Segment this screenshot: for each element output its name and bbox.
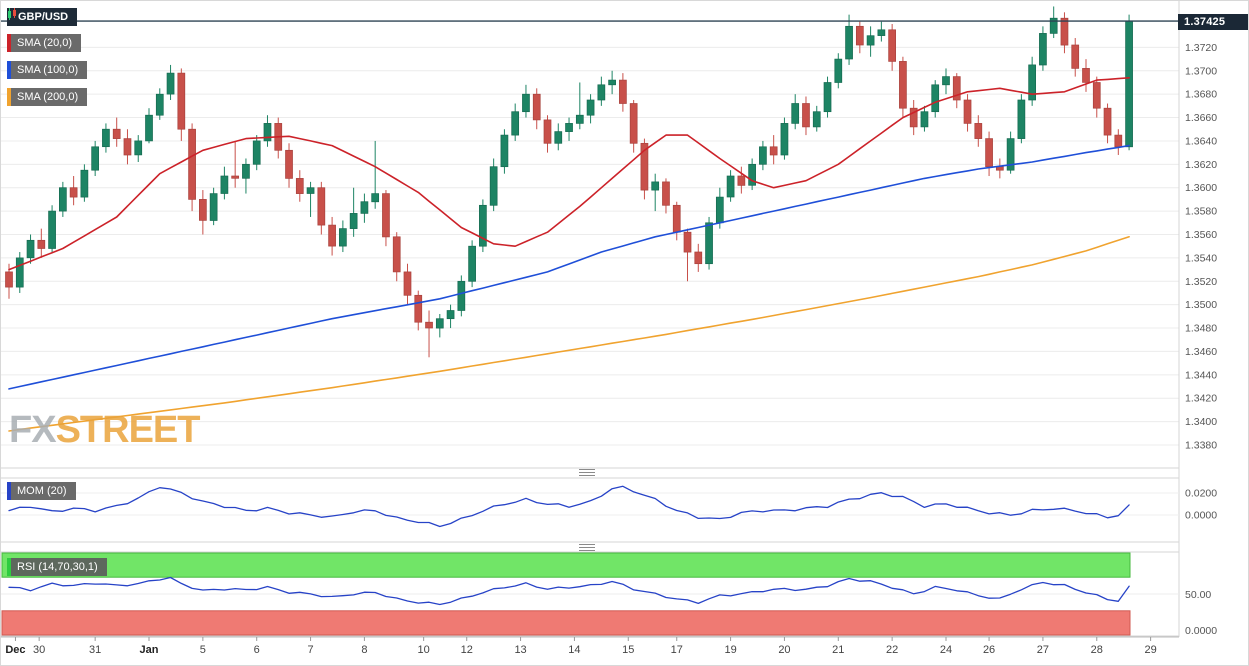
legend-sma100-label: SMA (100,0) xyxy=(17,64,79,76)
x-axis-label: 13 xyxy=(514,644,526,656)
price-axis-label: 1.3640 xyxy=(1185,135,1217,147)
price-axis-label: 1.3560 xyxy=(1185,229,1217,241)
current-price-badge: 1.37425 xyxy=(1178,14,1248,30)
price-axis-label: 1.3420 xyxy=(1185,393,1217,405)
x-axis-label: 28 xyxy=(1091,644,1103,656)
mom-axis-label: 0.0000 xyxy=(1185,510,1217,522)
x-axis-label: 27 xyxy=(1037,644,1049,656)
price-axis-label: 1.3540 xyxy=(1185,252,1217,264)
x-axis-label: 17 xyxy=(671,644,683,656)
x-axis-label: 31 xyxy=(89,644,101,656)
x-axis-label: 19 xyxy=(724,644,736,656)
symbol-label: GBP/USD xyxy=(18,11,69,23)
price-axis-label: 1.3700 xyxy=(1185,65,1217,77)
x-axis-label: 8 xyxy=(361,644,367,656)
sma-line-2 xyxy=(8,236,1130,432)
mom-axis-label: 0.0200 xyxy=(1185,488,1217,500)
price-axis-label: 1.3480 xyxy=(1185,323,1217,335)
price-axis-label: 1.3400 xyxy=(1185,416,1217,428)
price-axis-label: 1.3720 xyxy=(1185,42,1217,54)
price-axis-label: 1.3620 xyxy=(1185,159,1217,171)
x-axis-label: Dec xyxy=(5,644,25,656)
sma-line-1 xyxy=(8,144,1130,390)
x-axis-label: 14 xyxy=(568,644,580,656)
price-axis-label: 1.3580 xyxy=(1185,206,1217,218)
x-axis-label: 30 xyxy=(33,644,45,656)
rsi-axis-label: 50.00 xyxy=(1185,589,1211,601)
fxstreet-watermark-street: STREET xyxy=(55,409,201,451)
mom-panel: 0.0200 0.0000 xyxy=(1,485,1217,528)
x-axis-label: 10 xyxy=(418,644,430,656)
sma-line-0 xyxy=(8,77,1130,271)
x-axis: Dec 30 31 Jan 5 6 7 8 10 12 13 14 15 17 19 20 21 22 24 26 27… xyxy=(1,636,1179,656)
x-axis-label: 21 xyxy=(832,644,844,656)
legend-sma20-label: SMA (20,0) xyxy=(17,37,73,49)
x-axis-label: 22 xyxy=(886,644,898,656)
panel-splitter-mom[interactable] xyxy=(579,469,595,476)
legend-sma20: SMA (20,0) xyxy=(7,34,82,52)
price-axis-label: 1.3680 xyxy=(1185,89,1217,101)
price-axis-label: 1.3460 xyxy=(1185,346,1217,358)
fxstreet-watermark-fx: FX xyxy=(9,409,57,451)
legend-sma200: SMA (200,0) xyxy=(7,88,88,106)
legend-rsi: RSI (14,70,30,1) xyxy=(7,558,107,576)
x-axis-label: 20 xyxy=(778,644,790,656)
price-axis-label: 1.3500 xyxy=(1185,299,1217,311)
x-axis-label: 26 xyxy=(983,644,995,656)
x-axis-label: 5 xyxy=(200,644,206,656)
price-axis-label: 1.3660 xyxy=(1185,112,1217,124)
x-axis-label: 12 xyxy=(461,644,473,656)
x-axis-label: 6 xyxy=(254,644,260,656)
x-axis-label: 15 xyxy=(622,644,634,656)
grid-layer: 1.3720 1.3700 1.3680 1.3660 1.3640 1.3620 1.36… xyxy=(1,1,1217,637)
legend-mom: MOM (20) xyxy=(7,482,76,500)
symbol-badge: GBP/USD xyxy=(7,8,78,26)
x-axis-label: 29 xyxy=(1144,644,1156,656)
legend-mom-label: MOM (20) xyxy=(17,485,67,497)
price-axis-label: 1.3520 xyxy=(1185,276,1217,288)
x-axis-label: 24 xyxy=(940,644,952,656)
legend-sma200-label: SMA (200,0) xyxy=(17,91,79,103)
x-axis-label: Jan xyxy=(140,644,159,656)
price-axis-label: 1.3380 xyxy=(1185,439,1217,451)
x-axis-label: 7 xyxy=(307,644,313,656)
rsi-axis-label: 0.0000 xyxy=(1185,625,1217,637)
candles-layer xyxy=(5,6,1133,358)
price-axis-label: 1.3600 xyxy=(1185,182,1217,194)
fxstreet-watermark: FXSTREET xyxy=(9,409,201,451)
panel-splitter-rsi[interactable] xyxy=(579,544,595,551)
rsi-panel: 50.00 0.0000 xyxy=(1,552,1217,637)
legend-sma100: SMA (100,0) xyxy=(7,61,88,79)
price-axis-label: 1.3440 xyxy=(1185,369,1217,381)
legend-rsi-label: RSI (14,70,30,1) xyxy=(17,561,98,573)
